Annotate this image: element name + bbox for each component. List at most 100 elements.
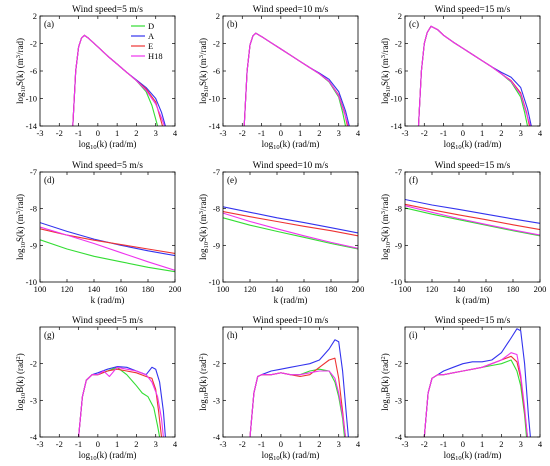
x-tick-label: 3 bbox=[337, 439, 341, 449]
y-tick-label: -9 bbox=[30, 240, 37, 250]
y-tick-label: -3 bbox=[213, 395, 220, 405]
x-label-rest: (k) (rad/m) bbox=[97, 450, 137, 460]
x-tick-label: 140 bbox=[271, 284, 284, 294]
x-tick-label: -1 bbox=[440, 439, 447, 449]
x-label-rest: (k) (rad/m) bbox=[97, 139, 137, 149]
y-tick-label: -2 bbox=[395, 359, 402, 369]
y-tick-label: -2 bbox=[213, 39, 220, 49]
y-tick-label: -6 bbox=[213, 66, 220, 76]
y-label-sup: 2 bbox=[15, 356, 22, 359]
x-label-sub: 10 bbox=[273, 144, 280, 151]
panel-label: (a) bbox=[44, 19, 54, 29]
y-axis-label: log10S(k) (m3/rad) bbox=[15, 38, 27, 104]
x-axis-label: log10(k) (rad/m) bbox=[262, 450, 320, 462]
series-line-h18 bbox=[417, 25, 531, 126]
series-line-d bbox=[40, 239, 175, 273]
y-tick-label: 2 bbox=[33, 11, 37, 21]
axes-frame bbox=[404, 15, 541, 127]
y-label-base: log bbox=[380, 92, 390, 104]
y-tick-label: -9 bbox=[395, 240, 402, 250]
series-line-e bbox=[243, 32, 348, 126]
y-tick-label: -8 bbox=[395, 204, 402, 214]
x-tick-label: 4 bbox=[173, 128, 178, 138]
series-line-h18 bbox=[78, 366, 164, 437]
x-tick-label: 3 bbox=[337, 128, 341, 138]
x-label-sub: 10 bbox=[90, 455, 97, 462]
y-tick-label: -7 bbox=[395, 167, 402, 177]
y-tick-label: 2 bbox=[216, 11, 220, 21]
chart-panel-6: 100 120 140 160 180 200 -10 -9 -8 -7 Wind speed=15… bbox=[380, 161, 546, 305]
x-axis-label: k (rad/m) bbox=[91, 295, 125, 305]
x-tick-label: 160 bbox=[115, 284, 128, 294]
x-tick-label: 180 bbox=[325, 284, 338, 294]
series-line-e bbox=[249, 357, 347, 437]
y-tick-label: -3 bbox=[395, 395, 402, 405]
x-label-base: k (rad/m) bbox=[274, 295, 308, 305]
y-tick-label: -9 bbox=[213, 240, 220, 250]
chart-panel-5: 100 120 140 160 180 200 -10 -9 -8 -7 Wind speed=10… bbox=[198, 161, 364, 305]
axes-frame bbox=[404, 171, 541, 283]
x-tick-label: 1 bbox=[115, 128, 119, 138]
x-tick-label: -3 bbox=[36, 439, 43, 449]
series-group bbox=[40, 222, 175, 273]
y-label-sup: 2 bbox=[380, 356, 387, 359]
y-tick-label: -2 bbox=[30, 39, 37, 49]
y-tick-label: -10 bbox=[209, 277, 220, 287]
y-label-end: /rad) bbox=[198, 38, 208, 55]
series-group bbox=[423, 328, 531, 437]
y-label-mid: B(k) (rad bbox=[380, 359, 390, 393]
y-label-mid: S(k) (m bbox=[380, 214, 390, 242]
x-label-base: log bbox=[444, 139, 456, 149]
y-label-sup: 3 bbox=[380, 211, 387, 214]
x-tick-label: 120 bbox=[244, 284, 257, 294]
x-tick-label: -2 bbox=[56, 439, 63, 449]
x-tick-label: 1 bbox=[480, 439, 484, 449]
y-tick-label: -10 bbox=[26, 277, 37, 287]
x-tick-label: -3 bbox=[36, 128, 43, 138]
series-line-a bbox=[405, 198, 540, 224]
x-tick-label: 0 bbox=[96, 439, 100, 449]
series-group bbox=[249, 339, 349, 437]
panel-label: (f) bbox=[409, 175, 418, 185]
series-line-a bbox=[249, 339, 349, 437]
x-tick-label: 0 bbox=[279, 128, 283, 138]
y-label-base: log bbox=[198, 92, 208, 104]
y-label-sub: 10 bbox=[203, 242, 210, 249]
x-axis-label: log10(k) (rad/m) bbox=[262, 139, 320, 151]
chart-title: Wind speed=10 m/s bbox=[253, 161, 329, 171]
y-tick-label: -8 bbox=[30, 204, 37, 214]
x-tick-label: -1 bbox=[75, 128, 82, 138]
y-axis-label: log10S(k) (m3/rad) bbox=[15, 194, 27, 260]
y-label-base: log bbox=[15, 399, 25, 411]
y-label-end: ) bbox=[15, 353, 25, 356]
x-tick-label: 0 bbox=[96, 128, 100, 138]
y-label-base: log bbox=[198, 248, 208, 260]
y-axis-label: log10S(k) (m3/rad) bbox=[380, 38, 392, 104]
series-line-h18 bbox=[423, 352, 529, 437]
panel-label: (i) bbox=[409, 330, 418, 340]
y-label-sub: 10 bbox=[385, 393, 392, 400]
x-axis-label: k (rad/m) bbox=[456, 295, 490, 305]
y-tick-label: -7 bbox=[213, 167, 220, 177]
x-axis-label: k (rad/m) bbox=[274, 295, 308, 305]
y-tick-label: -4 bbox=[30, 432, 38, 442]
chart-title: Wind speed=10 m/s bbox=[253, 5, 329, 15]
chart-panel-4: 100 120 140 160 180 200 -10 -9 -8 -7 Wind speed=5 … bbox=[15, 161, 181, 305]
x-axis-label: log10(k) (rad/m) bbox=[79, 450, 137, 462]
y-tick-label: -14 bbox=[209, 121, 221, 131]
y-tick-label: -14 bbox=[26, 121, 38, 131]
series-line-e bbox=[78, 368, 163, 437]
x-label-base: log bbox=[79, 450, 91, 460]
x-tick-label: 160 bbox=[480, 284, 493, 294]
axes-frame bbox=[222, 326, 359, 438]
x-tick-label: 3 bbox=[519, 128, 523, 138]
x-label-rest: (k) (rad/m) bbox=[462, 139, 502, 149]
x-axis-label: log10(k) (rad/m) bbox=[444, 139, 502, 151]
y-axis-label: log10B(k) (rad2) bbox=[198, 353, 210, 411]
chart-title: Wind speed=10 m/s bbox=[253, 316, 329, 326]
